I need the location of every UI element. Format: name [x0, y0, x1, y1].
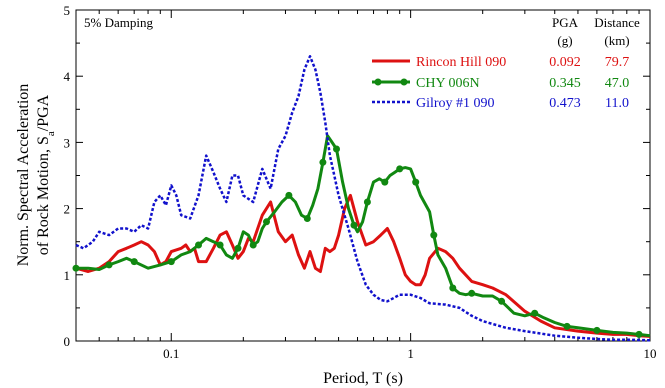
series-marker — [563, 322, 571, 330]
y-tick-label: 1 — [64, 268, 71, 283]
series-marker — [635, 330, 643, 338]
plot-area — [75, 9, 651, 342]
legend-row: Rincon Hill 090 0.092 79.7 — [372, 55, 629, 70]
series-marker — [498, 297, 506, 305]
series-marker — [216, 241, 224, 249]
legend-distance-header: Distance — [594, 15, 640, 30]
series-marker — [285, 191, 293, 199]
series-2 — [72, 134, 651, 338]
legend-distance-unit: (km) — [604, 33, 629, 48]
series-marker — [263, 218, 270, 226]
series-marker — [234, 244, 242, 252]
tick-labels: 0.1 1 10 0 1 2 3 4 5 — [64, 3, 657, 361]
series-layer — [72, 55, 651, 342]
series-marker — [363, 198, 371, 206]
legend-series-name: Rincon Hill 090 — [416, 55, 506, 70]
series-3 — [75, 55, 651, 342]
series-marker — [195, 241, 202, 249]
series-marker — [396, 165, 404, 173]
series-marker — [468, 289, 476, 297]
series-marker — [593, 326, 601, 334]
series-marker — [167, 258, 175, 266]
series-line — [75, 193, 651, 338]
legend-series-name: CHY 006N — [416, 76, 480, 91]
legend-distance-value: 79.7 — [605, 55, 630, 70]
y-axis-title-line2: of Rock Motion, Sa/PGA — [35, 94, 57, 255]
series-marker — [130, 258, 138, 266]
y-tick-label: 3 — [64, 135, 71, 150]
series-marker — [72, 264, 80, 272]
y-tick-label: 0 — [64, 334, 71, 349]
x-tick-label: 0.1 — [163, 346, 179, 361]
legend-pga-value: 0.092 — [549, 55, 581, 70]
series-marker — [105, 261, 113, 269]
legend-distance-value: 11.0 — [605, 96, 629, 111]
legend-marker — [374, 78, 382, 86]
legend-marker — [400, 78, 408, 86]
legend-rows: Rincon Hill 090 0.092 79.7 CHY 006N 0.345 47.… — [372, 55, 629, 111]
legend-pga-value: 0.345 — [549, 76, 581, 91]
y-tick-label: 4 — [64, 69, 71, 84]
series-marker — [249, 241, 257, 249]
series-marker — [333, 145, 340, 153]
y-tick-label: 5 — [64, 3, 71, 18]
x-axis-title: Period, T (s) — [323, 370, 403, 387]
legend-row: Gilroy #1 090 0.473 11.0 — [372, 96, 629, 111]
y-axis-title: Norm. Spectral Acceleration of Rock Moti… — [15, 84, 57, 267]
series-1 — [75, 193, 651, 338]
series-marker — [531, 309, 539, 317]
series-line — [76, 134, 651, 338]
legend-pga-header: PGA — [552, 15, 579, 30]
y-axis-title-line1: Norm. Spectral Acceleration — [15, 84, 32, 267]
series-marker — [381, 178, 389, 186]
series-marker — [319, 158, 327, 166]
series-marker — [430, 231, 438, 239]
series-line — [75, 55, 651, 342]
legend-row: CHY 006N 0.345 47.0 — [372, 76, 629, 91]
legend-distance-value: 47.0 — [605, 76, 630, 91]
series-marker — [412, 178, 420, 186]
legend-pga-value: 0.473 — [549, 96, 581, 111]
series-marker — [350, 221, 358, 229]
axis-ticks — [75, 9, 651, 342]
y-tick-label: 2 — [64, 202, 71, 217]
x-tick-label: 10 — [644, 346, 657, 361]
damping-annotation: 5% Damping — [84, 15, 153, 30]
legend-pga-unit: (g) — [557, 33, 572, 48]
series-marker — [303, 215, 311, 222]
x-tick-label: 1 — [407, 346, 414, 361]
series-marker — [449, 284, 457, 292]
legend-series-name: Gilroy #1 090 — [416, 96, 495, 111]
legend: PGA (g) Distance (km) Rincon Hill 090 0.0… — [372, 15, 640, 111]
